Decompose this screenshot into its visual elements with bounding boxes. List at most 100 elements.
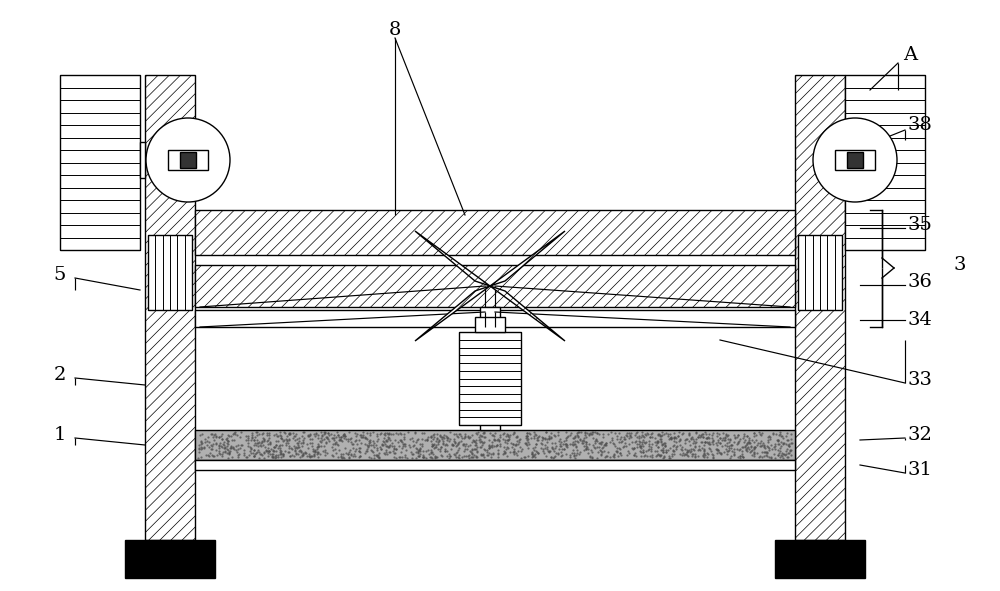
Point [613,450,629,460]
Point [244,431,260,440]
Point [770,439,786,449]
Point [448,441,464,451]
Point [211,447,227,456]
Point [570,433,586,442]
Text: 5: 5 [54,266,66,284]
Point [551,437,567,446]
Point [382,447,398,456]
Point [544,444,560,453]
Point [326,433,342,443]
Point [581,430,597,440]
Point [633,433,649,442]
Point [772,452,788,462]
Point [370,452,386,462]
Point [287,445,303,454]
Point [679,447,695,457]
Point [730,438,746,447]
Bar [148,235,192,310]
Point [697,437,713,447]
Point [317,446,333,455]
Point [658,446,674,455]
Point [654,427,670,437]
Point [539,434,555,444]
Point [520,437,536,446]
Point [238,452,254,462]
Point [295,437,311,447]
Point [636,432,652,441]
Point [756,443,772,452]
Point [301,451,317,460]
Point [696,449,712,458]
Point [201,442,217,452]
Point [294,452,310,461]
Point [304,441,320,450]
Point [774,431,790,440]
Point [506,445,522,454]
Point [193,437,209,447]
Point [469,452,485,461]
Point [607,441,623,451]
Point [428,442,444,452]
Point [701,443,717,453]
Point [711,429,727,439]
Point [358,446,374,456]
Point [774,448,790,457]
Point [648,451,664,460]
Point [543,428,559,438]
Point [605,451,621,460]
Point [321,436,337,446]
Point [746,431,762,441]
Point [560,431,576,441]
Point [477,446,493,455]
Point [578,437,594,447]
Point [655,453,671,463]
Point [365,440,381,449]
Point [438,431,454,440]
Point [250,446,266,455]
Point [643,443,659,452]
Point [377,428,393,438]
Point [457,433,473,442]
Point [449,431,465,441]
Point [774,452,790,461]
Point [746,447,762,456]
Point [329,428,345,437]
Point [240,436,256,445]
Point [324,442,340,452]
Point [384,441,400,451]
Point [499,439,515,448]
Point [271,441,287,451]
Point [597,439,613,448]
Point [492,441,508,451]
Point [407,428,423,437]
Point [543,452,559,461]
Point [658,447,674,457]
Point [382,436,398,445]
Point [316,434,332,443]
Point [746,428,762,438]
Point [606,453,622,462]
Point [472,434,488,444]
Point [780,436,796,445]
Point [704,449,720,459]
Point [552,440,568,449]
Point [742,439,758,448]
Point [275,451,291,460]
Point [316,427,332,437]
Point [451,429,467,439]
Point [657,441,673,451]
Point [499,452,515,461]
Point [216,438,232,447]
Point [397,439,413,449]
Bar [60,75,140,250]
Point [762,433,778,442]
Point [396,430,412,439]
Point [642,433,658,442]
Point [506,447,522,456]
Point [424,441,440,450]
Point [727,433,743,442]
Point [476,437,492,447]
Point [569,437,585,446]
Point [604,435,620,444]
Point [530,449,546,458]
